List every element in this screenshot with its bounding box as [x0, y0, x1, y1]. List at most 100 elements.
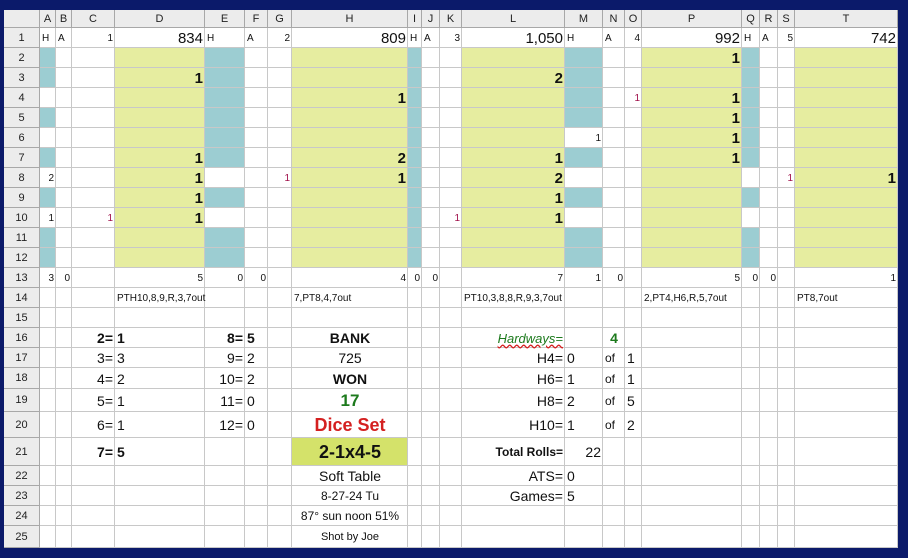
cell[interactable]: [292, 28, 408, 48]
cell[interactable]: [462, 88, 565, 108]
cell[interactable]: [408, 248, 422, 268]
cell[interactable]: [462, 486, 565, 506]
cell[interactable]: [742, 208, 760, 228]
cell[interactable]: [56, 328, 72, 348]
cell[interactable]: [72, 228, 115, 248]
cell[interactable]: [56, 389, 72, 412]
cell[interactable]: [795, 486, 898, 506]
cell[interactable]: [642, 526, 742, 548]
cell[interactable]: [742, 168, 760, 188]
cell[interactable]: [268, 486, 292, 506]
cell[interactable]: [742, 248, 760, 268]
cell[interactable]: [565, 128, 603, 148]
cell[interactable]: [440, 308, 462, 328]
cell[interactable]: [408, 389, 422, 412]
cell[interactable]: [760, 128, 778, 148]
cell[interactable]: [292, 168, 408, 188]
cell[interactable]: [795, 506, 898, 526]
cell[interactable]: [565, 268, 603, 288]
cell[interactable]: [205, 486, 245, 506]
cell[interactable]: [603, 466, 625, 486]
cell[interactable]: [760, 438, 778, 466]
cell[interactable]: [795, 328, 898, 348]
cell[interactable]: [115, 438, 205, 466]
cell[interactable]: [408, 68, 422, 88]
cell[interactable]: [268, 108, 292, 128]
cell[interactable]: [625, 88, 642, 108]
cell[interactable]: [778, 526, 795, 548]
cell[interactable]: [462, 48, 565, 68]
cell[interactable]: [760, 368, 778, 389]
cell[interactable]: [72, 389, 115, 412]
cell[interactable]: [268, 348, 292, 368]
cell[interactable]: [408, 368, 422, 389]
cell[interactable]: [795, 348, 898, 368]
cell[interactable]: [245, 108, 268, 128]
cell[interactable]: [245, 328, 268, 348]
cell[interactable]: [565, 526, 603, 548]
cell[interactable]: [115, 108, 205, 128]
cell[interactable]: [795, 389, 898, 412]
cell[interactable]: [742, 348, 760, 368]
cell[interactable]: [408, 288, 422, 308]
cell[interactable]: [625, 328, 642, 348]
cell[interactable]: [205, 188, 245, 208]
cell[interactable]: [795, 88, 898, 108]
cell[interactable]: [56, 506, 72, 526]
cell[interactable]: [292, 288, 408, 308]
cell[interactable]: [440, 438, 462, 466]
cell[interactable]: [603, 248, 625, 268]
cell[interactable]: [440, 68, 462, 88]
cell[interactable]: [603, 208, 625, 228]
cell[interactable]: [408, 526, 422, 548]
cell[interactable]: [292, 108, 408, 128]
cell[interactable]: [565, 288, 603, 308]
cell[interactable]: [72, 268, 115, 288]
cell[interactable]: [565, 506, 603, 526]
cell[interactable]: [760, 168, 778, 188]
cell[interactable]: [292, 88, 408, 108]
cell[interactable]: [625, 438, 642, 466]
cell[interactable]: [40, 28, 56, 48]
cell[interactable]: [642, 308, 742, 328]
cell[interactable]: [462, 526, 565, 548]
cell[interactable]: [440, 248, 462, 268]
cell[interactable]: [56, 208, 72, 228]
cell[interactable]: [268, 248, 292, 268]
cell[interactable]: [440, 108, 462, 128]
cell[interactable]: [778, 168, 795, 188]
cell[interactable]: [462, 288, 565, 308]
cell[interactable]: [440, 128, 462, 148]
cell[interactable]: [292, 268, 408, 288]
cell[interactable]: [603, 88, 625, 108]
cell[interactable]: [625, 48, 642, 68]
cell[interactable]: [760, 108, 778, 128]
cell[interactable]: [462, 506, 565, 526]
cell[interactable]: [205, 88, 245, 108]
cell[interactable]: [642, 68, 742, 88]
cell[interactable]: [408, 88, 422, 108]
cell[interactable]: [292, 148, 408, 168]
cell[interactable]: [778, 188, 795, 208]
cell[interactable]: [72, 438, 115, 466]
cell[interactable]: [462, 128, 565, 148]
cell[interactable]: [205, 368, 245, 389]
cell[interactable]: [603, 228, 625, 248]
cell[interactable]: [422, 412, 440, 438]
cell[interactable]: [40, 248, 56, 268]
cell[interactable]: [245, 348, 268, 368]
cell[interactable]: [268, 389, 292, 412]
cell[interactable]: [115, 128, 205, 148]
cell[interactable]: [56, 68, 72, 88]
cell[interactable]: [292, 188, 408, 208]
cell[interactable]: [292, 526, 408, 548]
cell[interactable]: [462, 389, 565, 412]
cell[interactable]: [603, 412, 625, 438]
cell[interactable]: [56, 248, 72, 268]
cell[interactable]: [462, 208, 565, 228]
cell[interactable]: [742, 108, 760, 128]
cell[interactable]: [245, 438, 268, 466]
cell[interactable]: [56, 168, 72, 188]
cell[interactable]: [72, 506, 115, 526]
cell[interactable]: [205, 108, 245, 128]
